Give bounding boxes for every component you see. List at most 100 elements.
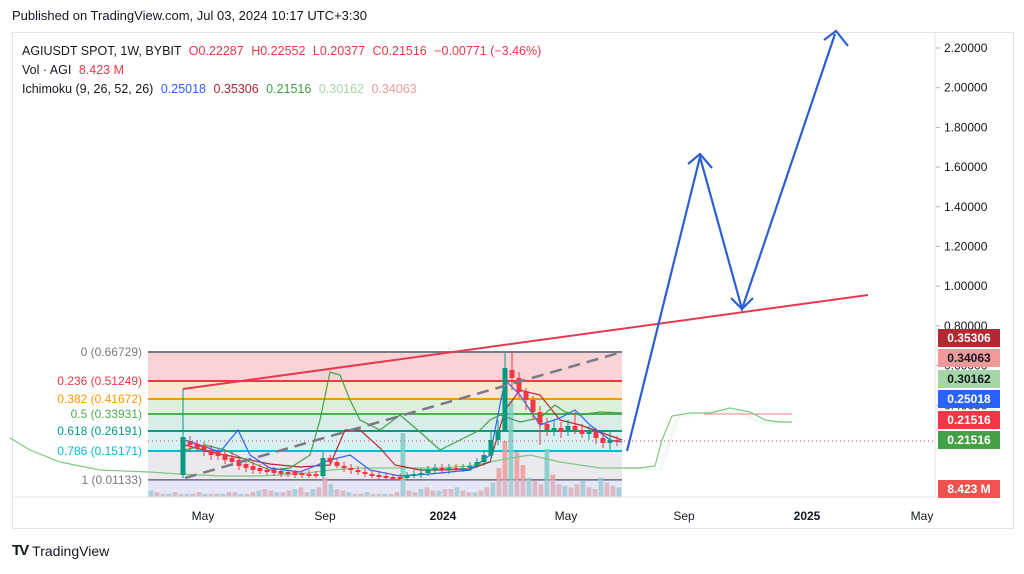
candle-body [425, 470, 431, 473]
candle-body [481, 455, 487, 462]
volume-bar [226, 492, 232, 497]
fib-labels: 0 (0.66729) 0.236 (0.51249) 0.382 (0.41672… [57, 345, 142, 487]
candle-body [250, 466, 256, 470]
ichimoku-row: Ichimoku (9, 26, 52, 26) 0.25018 0.35306… [22, 80, 541, 99]
x-tick-label: Sep [673, 509, 695, 523]
volume-bar [412, 492, 418, 497]
volume-label: Vol · AGI [22, 63, 72, 77]
volume-bar [178, 493, 184, 497]
volume-band [148, 480, 622, 497]
candle-body [278, 471, 284, 474]
volume-bar [490, 482, 496, 497]
candle-body [383, 476, 389, 478]
x-tick-label: May [555, 509, 578, 523]
volume-bar [358, 493, 364, 497]
volume-bar [472, 492, 478, 497]
price-badge-label: 0.21516 [947, 433, 991, 447]
candle-body [579, 430, 585, 434]
volume-value: 8.423 M [78, 63, 124, 77]
candle-body [488, 440, 494, 455]
close-value: 0.21516 [381, 44, 427, 58]
open-value: 0.22287 [198, 44, 244, 58]
volume-bar [430, 490, 436, 497]
volume-bar [316, 487, 322, 497]
volume-bar [172, 492, 178, 497]
ichimoku-cloud-area [622, 408, 792, 470]
y-tick-label: 2.00000 [944, 81, 988, 95]
price-badge-label: 0.25018 [947, 392, 991, 406]
volume-bar [466, 492, 472, 497]
candle-body [236, 460, 242, 466]
fib-label: 0.786 (0.15171) [57, 444, 142, 458]
volume-bar [400, 433, 406, 497]
ichimoku-label: Ichimoku (9, 26, 52, 26) [22, 82, 154, 96]
price-axis[interactable]: 2.20000 2.00000 1.80000 1.60000 1.40000 1.200… [148, 33, 988, 497]
volume-bar [148, 490, 154, 497]
ichimoku-value-5: 0.34063 [371, 82, 417, 96]
fib-label: 0.236 (0.51249) [57, 374, 142, 388]
support-trendline[interactable] [182, 294, 869, 390]
price-badge [938, 329, 1000, 347]
candle-body [271, 470, 277, 473]
candle-body [411, 474, 417, 476]
candle-body [404, 476, 410, 478]
volume-bar [184, 493, 190, 497]
volume-bar [496, 468, 502, 497]
volume-bar [346, 492, 352, 497]
candle-body [264, 470, 270, 472]
volume-bar [262, 489, 268, 497]
candle-body [509, 370, 515, 378]
candle-body [530, 400, 536, 412]
volume-bar [442, 489, 448, 497]
volume-bar [154, 492, 160, 497]
candle-body [558, 428, 564, 432]
volume-bar [604, 482, 610, 497]
tradingview-logo-icon: TV [12, 542, 29, 559]
candle-body [418, 473, 424, 475]
candle-body [474, 462, 480, 466]
x-tick-label: Sep [314, 509, 336, 523]
volume-bar [202, 493, 208, 497]
fib-label: 0 (0.66729) [81, 345, 142, 359]
candle-body [292, 472, 298, 475]
volume-bar [574, 484, 580, 497]
y-tick-label: 1.40000 [944, 200, 988, 214]
ichimoku-value-2: 0.35306 [213, 82, 259, 96]
volume-bar [238, 493, 244, 497]
volume-row: Vol · AGI 8.423 M [22, 61, 541, 80]
volume-bar [244, 493, 250, 497]
volume-bar [478, 490, 484, 497]
chart-frame [12, 32, 1014, 529]
candle-body [593, 432, 599, 438]
volume-bar [292, 489, 298, 497]
fib-label: 0.382 (0.41672) [57, 392, 142, 406]
volume-bars [148, 401, 622, 497]
time-axis[interactable]: May Sep 2024 May Sep 2025 May [13, 496, 935, 523]
price-badge [938, 431, 1000, 449]
change-value: −0.00771 (−3.46%) [434, 44, 542, 58]
candle-body [460, 468, 466, 470]
projection-path[interactable] [625, 33, 837, 452]
fib-label: 0.5 (0.33931) [71, 407, 142, 421]
volume-bar [286, 490, 292, 497]
volume-bar [370, 493, 376, 497]
ichimoku-value-3: 0.21516 [266, 82, 312, 96]
volume-bar [328, 484, 334, 497]
symbol-label: AGIUSDT SPOT, 1W, BYBIT [22, 44, 182, 58]
candle-body [446, 468, 452, 470]
candle-body [600, 438, 606, 443]
ichimoku-value-4: 0.30162 [318, 82, 365, 96]
candle-body [285, 472, 291, 474]
footer-brand[interactable]: TV TradingView [12, 542, 109, 559]
fib-label: 0.618 (0.26191) [57, 424, 142, 438]
volume-bar [298, 487, 304, 497]
volume-bar [598, 477, 604, 497]
volume-bar [322, 477, 328, 497]
y-tick-label: 1.60000 [944, 160, 988, 174]
low-value: 0.20377 [319, 44, 366, 58]
volume-bar [436, 490, 442, 497]
candle-body [495, 430, 501, 440]
volume-bar [508, 401, 514, 497]
volume-bar [304, 492, 310, 497]
